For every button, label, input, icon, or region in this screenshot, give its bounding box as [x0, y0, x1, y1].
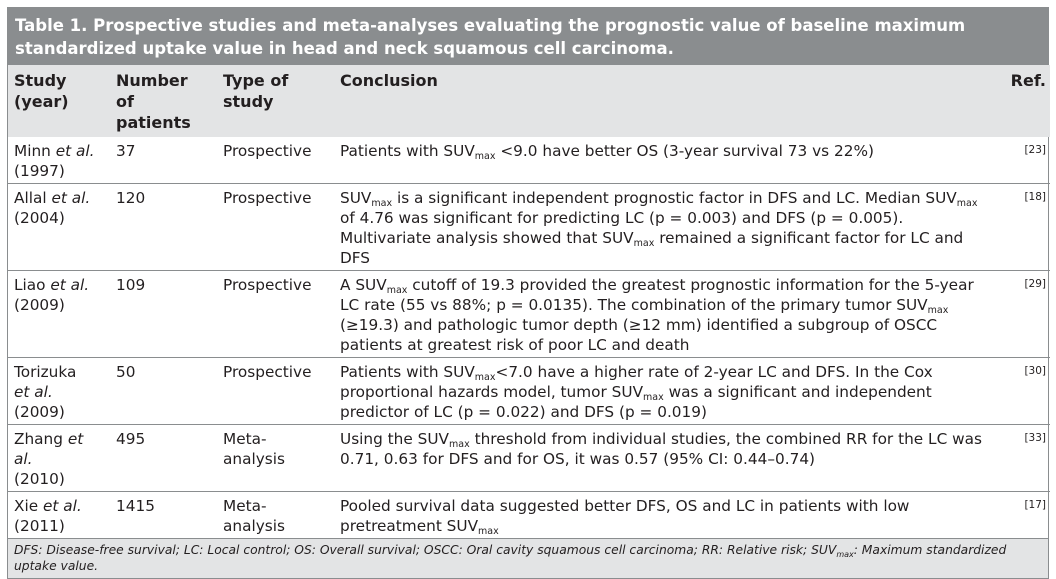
- header-conclusion: Conclusion: [334, 65, 994, 137]
- table-row: Allal et al. (2004) 120 Prospective SUVmax i…: [8, 183, 1050, 271]
- cell-study: Minn et al. (1997): [8, 137, 110, 184]
- footnote-text: DFS: Disease-free survival; LC: Local co…: [14, 543, 837, 557]
- table-row: Minn et al. (1997) 37 Prospective Patients w…: [8, 137, 1050, 184]
- header-study: Study (year): [8, 65, 110, 137]
- table-header: Study (year) Number of patients Type of stu…: [8, 65, 1050, 137]
- cell-patients: 109: [110, 270, 217, 358]
- study-etal: et al.: [55, 142, 95, 160]
- cell-study: Xie et al. (2011): [8, 491, 110, 538]
- conclusion-text: remained a significant factor for LC and…: [340, 229, 964, 267]
- cell-ref: [30]: [994, 357, 1050, 425]
- subscript-max: max: [633, 238, 655, 249]
- study-year: (2010): [14, 470, 65, 488]
- cell-study: Zhang et al. (2010): [8, 424, 110, 492]
- conclusion-text: Using the SUV: [340, 430, 450, 448]
- cell-patients: 495: [110, 424, 217, 492]
- subscript-max: max: [386, 285, 408, 296]
- conclusion-text: Patients with SUV: [340, 363, 475, 381]
- conclusion-text: A SUV: [340, 276, 387, 294]
- conclusion-text: Pooled survival data suggested better DF…: [340, 497, 910, 535]
- cell-ref: [33]: [994, 424, 1050, 492]
- header-type: Type of study: [217, 65, 334, 137]
- cell-conclusion: Patients with SUVmax<7.0 have a higher r…: [334, 357, 994, 425]
- study-author: Allal: [14, 189, 47, 207]
- subscript-max: max: [371, 198, 393, 209]
- cell-patients: 50: [110, 357, 217, 425]
- study-year: (2009): [14, 403, 65, 421]
- cell-type: Prospective: [217, 357, 334, 425]
- cell-conclusion: Using the SUVmax threshold from individu…: [334, 424, 994, 492]
- conclusion-text: <7.0 have a higher rate of 2-year LC and…: [340, 363, 933, 401]
- cell-conclusion: Patients with SUVmax <9.0 have better OS…: [334, 137, 994, 184]
- cell-study: Liao et al. (2009): [8, 270, 110, 358]
- study-etal: et al.: [51, 189, 91, 207]
- table-row: Zhang et al. (2010) 495 Meta-analysis Using …: [8, 424, 1050, 492]
- study-author: Torizuka: [14, 363, 77, 381]
- table-title-line-2: standardized uptake value in head and ne…: [15, 39, 674, 58]
- cell-patients: 37: [116, 142, 136, 160]
- cell-study: Allal et al. (2004): [8, 183, 110, 271]
- conclusion-text: is a significant independent prognostic …: [392, 189, 957, 207]
- cell-ref: [29]: [994, 270, 1050, 358]
- subscript-max: max: [478, 526, 499, 537]
- conclusion-text: (≥19.3) and pathologic tumor depth (≥12 …: [340, 316, 938, 354]
- table-body: Minn et al. (1997) 37 Prospective Patients w…: [8, 137, 1050, 538]
- conclusion-text: cutoff of 19.3 provided the greatest pro…: [340, 276, 974, 314]
- table-row: Torizuka et al. (2009) 50 Prospective Patien…: [8, 357, 1050, 425]
- cell-ref: [18]: [994, 183, 1050, 271]
- study-year: (1997): [14, 162, 65, 180]
- subscript-max: max: [474, 151, 496, 162]
- study-author: Liao: [14, 276, 46, 294]
- subscript-max: max: [474, 372, 496, 383]
- subscript-max: max: [643, 392, 664, 403]
- study-author: Zhang: [14, 430, 63, 448]
- cell-type: Meta-analysis: [217, 424, 334, 492]
- cell-type: Prospective: [223, 142, 312, 160]
- study-etal: et al.: [50, 276, 90, 294]
- cell-type: Prospective: [217, 270, 334, 358]
- table-figure: Table 1. Prospective studies and meta-an…: [7, 7, 1050, 579]
- study-author: Minn: [14, 142, 51, 160]
- conclusion-text: Patients with SUV: [340, 142, 475, 160]
- table-title: Table 1. Prospective studies and meta-an…: [7, 7, 1049, 65]
- study-year: (2011): [14, 517, 65, 535]
- cell-patients: 1415: [110, 491, 217, 538]
- table-row: Liao et al. (2009) 109 Prospective A SUVmax …: [8, 270, 1050, 358]
- study-year: (2009): [14, 296, 65, 314]
- header-row: Study (year) Number of patients Type of stu…: [8, 65, 1050, 137]
- cell-type: Prospective: [217, 183, 334, 271]
- header-patients: Number of patients: [110, 65, 217, 137]
- cell-study: Torizuka et al. (2009): [8, 357, 110, 425]
- cell-ref: [17]: [994, 491, 1050, 538]
- conclusion-text: <9.0 have better OS (3-year survival 73 …: [495, 142, 874, 160]
- data-table: Study (year) Number of patients Type of stu…: [8, 65, 1050, 538]
- study-etal: et al.: [43, 497, 82, 515]
- table-footnote: DFS: Disease-free survival; LC: Local co…: [8, 538, 1048, 578]
- table-row: Xie et al. (2011) 1415 Meta-analysis Pooled …: [8, 491, 1050, 538]
- study-year: (2004): [14, 209, 65, 227]
- footnote-subscript: max: [836, 550, 854, 559]
- study-etal: et al.: [14, 430, 84, 468]
- cell-ref: [23]: [1024, 144, 1046, 156]
- conclusion-text: was a significant and independent predic…: [340, 383, 932, 421]
- header-ref: Ref.: [994, 65, 1050, 137]
- cell-type: Meta-analysis: [217, 491, 334, 538]
- cell-patients: 120: [110, 183, 217, 271]
- conclusion-text: SUV: [340, 189, 372, 207]
- table-title-line-1: Table 1. Prospective studies and meta-an…: [15, 16, 966, 35]
- subscript-max: max: [956, 198, 978, 209]
- table-body-wrapper: Study (year) Number of patients Type of stu…: [7, 65, 1050, 579]
- subscript-max: max: [927, 305, 949, 316]
- conclusion-text: of 4.76 was significant for predicting L…: [340, 209, 904, 247]
- study-etal: et al.: [14, 383, 53, 401]
- cell-conclusion: Pooled survival data suggested better DF…: [334, 491, 994, 538]
- conclusion-text: threshold from individual studies, the c…: [340, 430, 982, 468]
- subscript-max: max: [449, 439, 470, 450]
- cell-conclusion: A SUVmax cutoff of 19.3 provided the gre…: [334, 270, 994, 358]
- cell-conclusion: SUVmax is a significant independent prog…: [334, 183, 994, 271]
- study-author: Xie: [14, 497, 39, 515]
